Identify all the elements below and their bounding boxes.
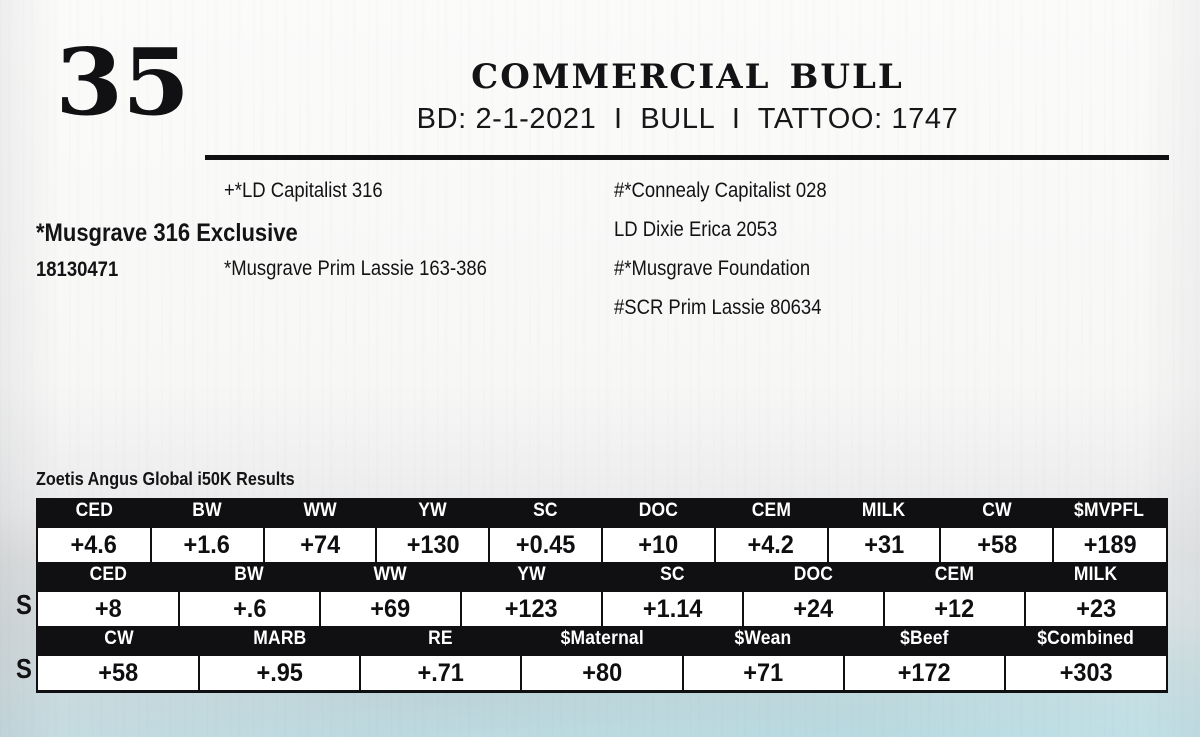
pedigree-grandparent-4: #SCR Prim Lassie 80634 [614, 296, 822, 319]
column-header-ww: WW [319, 562, 461, 591]
subtitle-separator-1: I [614, 102, 623, 135]
title-block: Commercial Bull BD: 2-1-2021 I BULL I TA… [205, 46, 1170, 136]
cell-ced: +8 [36, 590, 180, 629]
pedigree-animal-name: *Musgrave 316 Exclusive [36, 219, 298, 247]
cell-cw: +58 [35, 654, 201, 693]
cell-dollar-maternal: +80 [520, 654, 684, 693]
column-header-ced: CED [36, 562, 179, 591]
cell-sc: +1.14 [600, 590, 744, 629]
column-header-cw: CW [940, 498, 1054, 527]
tattoo: TATTOO: 1747 [757, 102, 959, 135]
column-header-milk: MILK [827, 498, 941, 527]
birth-date: BD: 2-1-2021 [416, 102, 597, 135]
epd-table-sire-production: CED BW WW YW SC DOC CEM MILK +8 +.6 +69 +123 +1.14 +… [36, 562, 1169, 629]
cell-ww: +74 [262, 526, 378, 565]
pedigree-sire-sire: +*LD Capitalist 316 [224, 179, 383, 202]
cell-cem: +12 [882, 590, 1026, 629]
column-header-doc: DOC [601, 498, 715, 527]
pedigree-grandparent-1: #*Connealy Capitalist 028 [614, 179, 827, 202]
column-header-yw: YW [376, 498, 490, 527]
column-header-bw: BW [150, 498, 264, 527]
table-row: +58 +.95 +.71 +80 +71 +172 +303 [35, 654, 1169, 693]
cell-cw: +58 [939, 526, 1055, 565]
column-header-yw: YW [460, 562, 602, 591]
table-row: +8 +.6 +69 +123 +1.14 +24 +12 +23 [36, 590, 1169, 629]
table-header-row: CED BW WW YW SC DOC CEM MILK CW $MVPFL [36, 498, 1168, 527]
column-header-dollar-combined: $Combined [1004, 626, 1169, 655]
cell-bw: +.6 [177, 590, 321, 629]
column-header-dollar-wean: $Wean [682, 626, 844, 655]
cell-dollar-beef: +172 [842, 654, 1006, 693]
cell-doc: +10 [600, 526, 716, 565]
epd-table-genomic: CED BW WW YW SC DOC CEM MILK CW $MVPFL +4.6 +1.6 +7… [36, 498, 1168, 565]
column-header-dollar-beef: $Beef [843, 626, 1005, 655]
column-header-dollar-mvpfl: $MVPFL [1053, 498, 1168, 527]
column-header-milk: MILK [1024, 562, 1169, 591]
cell-marb: +.95 [198, 654, 362, 693]
column-header-ww: WW [263, 498, 377, 527]
animal-sex: BULL [640, 102, 715, 135]
animal-subtitle: BD: 2-1-2021 I BULL I TATTOO: 1747 [205, 103, 1170, 136]
cell-yw: +123 [459, 590, 603, 629]
cell-ced: +4.6 [36, 526, 152, 565]
cell-ww: +69 [318, 590, 462, 629]
column-header-cem: CEM [883, 562, 1025, 591]
pedigree-block: +*LD Capitalist 316 *Musgrave 316 Exclus… [0, 175, 1200, 335]
title-divider [205, 155, 1169, 160]
column-header-doc: DOC [742, 562, 884, 591]
pedigree-sire-dam: *Musgrave Prim Lassie 163-386 [224, 257, 487, 280]
cell-dollar-combined: +303 [1003, 654, 1169, 693]
cell-yw: +130 [375, 526, 491, 565]
column-header-cem: CEM [714, 498, 828, 527]
column-header-re: RE [360, 626, 522, 655]
row-label-sire-production: S [16, 589, 32, 620]
column-header-marb: MARB [199, 626, 361, 655]
pedigree-grandparent-3: #*Musgrave Foundation [614, 257, 811, 280]
epd-table-sire-carcass: CW MARB RE $Maternal $Wean $Beef $Combined +58… [35, 626, 1169, 693]
pedigree-grandparent-2: LD Dixie Erica 2053 [614, 218, 778, 241]
cell-re: +.71 [359, 654, 523, 693]
cell-doc: +24 [741, 590, 885, 629]
table-row: +4.6 +1.6 +74 +130 +0.45 +10 +4.2 +31 +58 +189 [36, 526, 1168, 565]
column-header-dollar-maternal: $Maternal [521, 626, 683, 655]
table-header-row: CW MARB RE $Maternal $Wean $Beef $Combined [35, 626, 1169, 655]
cell-milk: +31 [826, 526, 942, 565]
cell-bw: +1.6 [149, 526, 265, 565]
column-header-sc: SC [489, 498, 602, 527]
column-header-cw: CW [35, 626, 200, 655]
registration-number: 18130471 [36, 258, 119, 281]
column-header-sc: SC [601, 562, 743, 591]
row-label-sire-carcass: S [16, 653, 32, 684]
cell-dollar-wean: +71 [681, 654, 845, 693]
subtitle-separator-2: I [731, 102, 741, 135]
cell-dollar-mvpfl: +189 [1052, 526, 1168, 565]
column-header-bw: BW [178, 562, 320, 591]
table-header-row: CED BW WW YW SC DOC CEM MILK [36, 562, 1169, 591]
lot-number: 35 [55, 28, 190, 136]
page-title: Commercial Bull [471, 42, 904, 100]
cell-cem: +4.2 [713, 526, 829, 565]
cell-milk: +23 [1023, 590, 1169, 629]
cell-sc: +0.45 [488, 526, 603, 565]
column-header-ced: CED [36, 498, 151, 527]
epd-table-caption: Zoetis Angus Global i50K Results [36, 469, 295, 489]
